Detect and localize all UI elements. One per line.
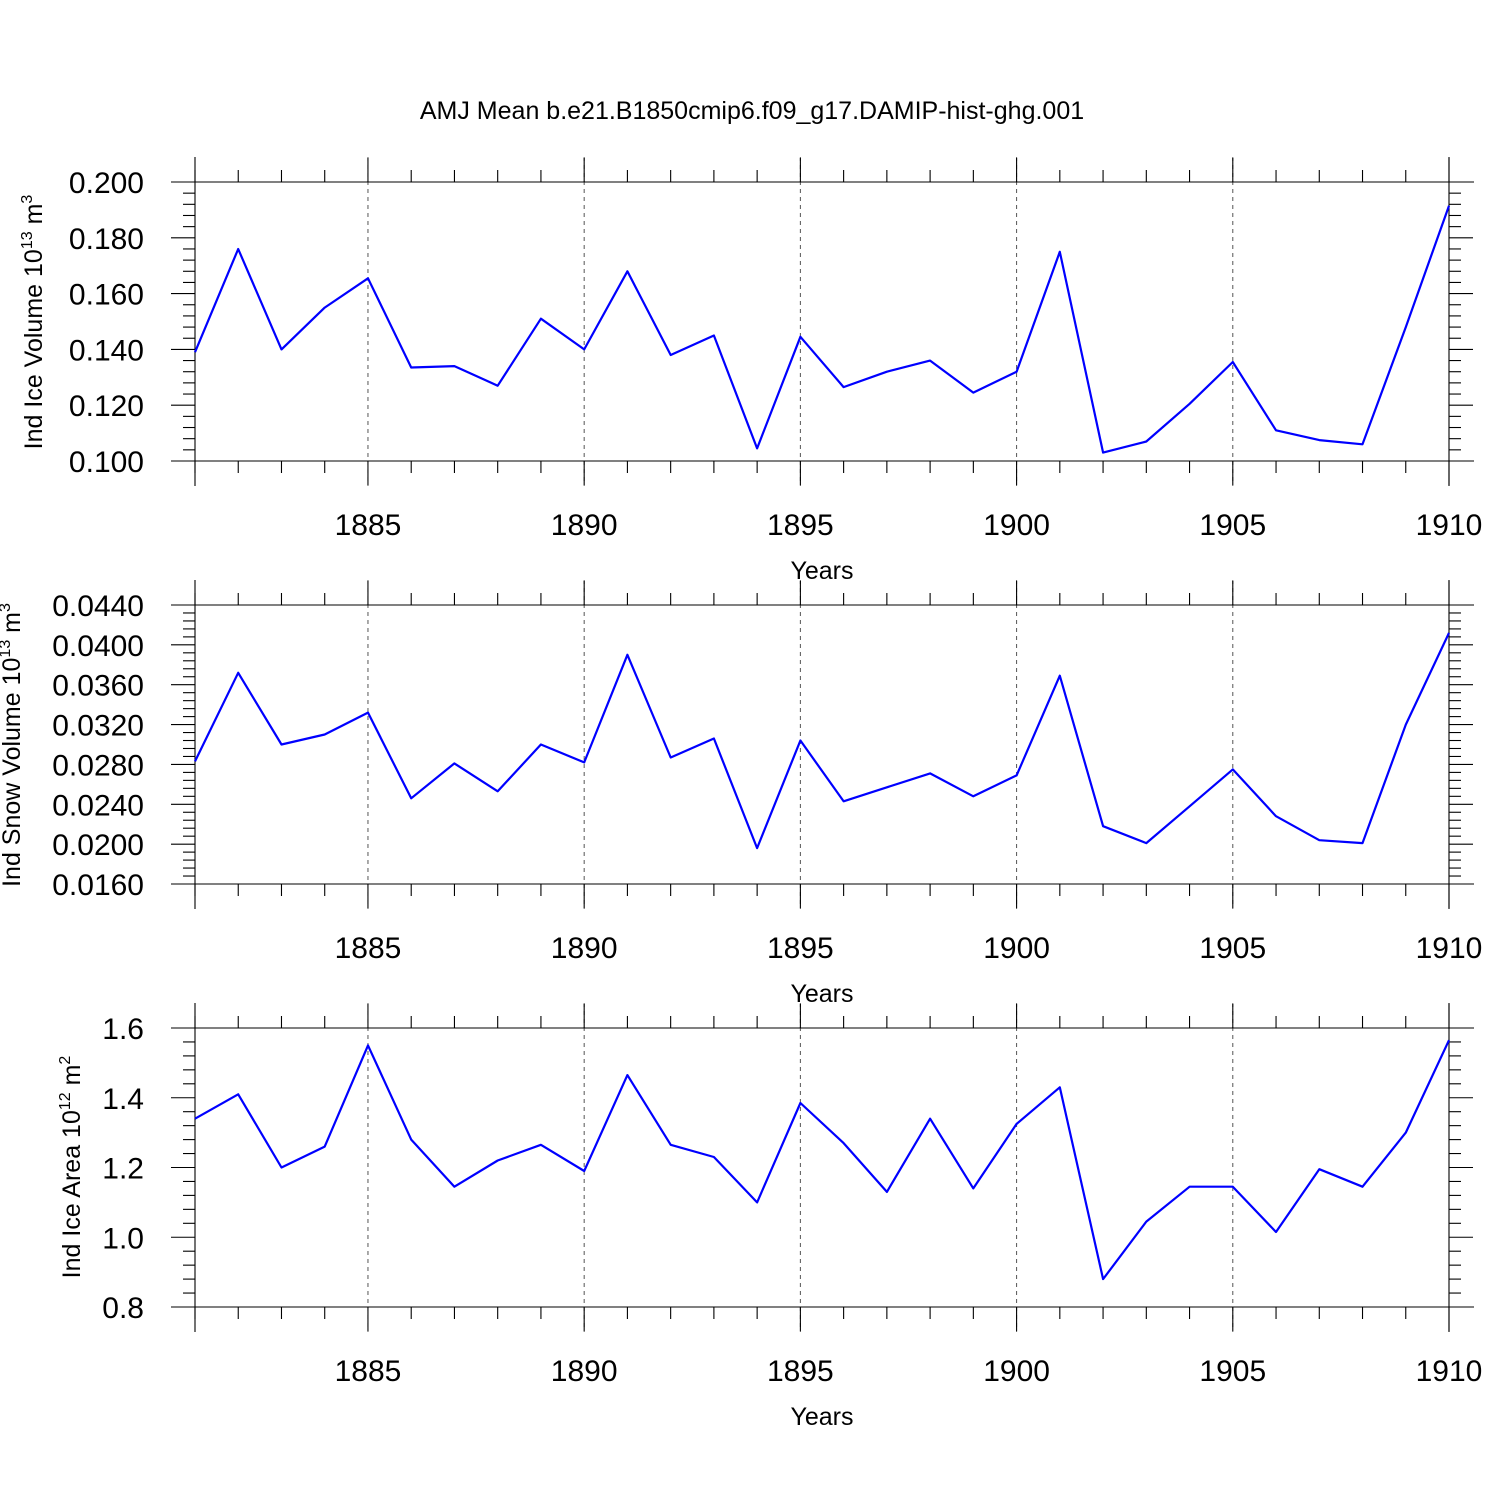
x-tick-label: 1895 [767,932,834,965]
x-tick-label: 1900 [983,932,1050,965]
y-tick-label: 1.4 [102,1083,144,1116]
x-tick-label: 1905 [1199,1355,1266,1388]
y-tick-label: 0.200 [69,167,144,200]
figure-title: AMJ Mean b.e21.B1850cmip6.f09_g17.DAMIP-… [420,97,1084,125]
chart-panel-1: 0.100 0.120 0.140 0.160 0.180 0.200 1885 1890 18… [19,157,1482,585]
x-tick-label: 1910 [1416,932,1483,965]
y-tick-label: 0.140 [69,334,144,367]
y-tick-label: 0.0240 [52,789,144,822]
x-tick-label: 1905 [1199,932,1266,965]
x-tick-label: 1910 [1416,1355,1483,1388]
y-tick-label: 0.0200 [52,829,144,862]
x-tick-label: 1890 [551,509,618,542]
x-axis-title: Years [790,980,853,1008]
y-axis-title: Ind Ice Area 1012 m2 [57,1056,86,1279]
y-tick-label: 1.2 [102,1153,144,1186]
y-tick-label: 0.120 [69,390,144,423]
y-tick-label: 0.0360 [52,670,144,703]
x-tick-label: 1890 [551,1355,618,1388]
y-tick-label: 0.180 [69,223,144,256]
x-tick-label: 1890 [551,932,618,965]
x-tick-label: 1895 [767,1355,834,1388]
x-axis-title: Years [790,557,853,585]
y-tick-label: 1.6 [102,1013,144,1046]
series-line [193,205,1451,454]
y-axis-title: Ind Ice Volume 1013 m3 [19,195,48,450]
x-tick-label: 1885 [335,932,402,965]
panels: 0.100 0.120 0.140 0.160 0.180 0.200 1885 1890 18… [0,157,1482,1431]
x-tick-label: 1900 [983,1355,1050,1388]
x-tick-label: 1905 [1199,509,1266,542]
series-line [194,632,1450,850]
x-axis-title: Years [790,1403,853,1431]
y-tick-label: 0.0280 [52,749,144,782]
x-tick-label: 1900 [983,509,1050,542]
x-tick-label: 1885 [335,1355,402,1388]
y-tick-label: 0.0400 [52,630,144,663]
y-tick-label: 0.0320 [52,710,144,743]
y-tick-label: 0.8 [102,1292,144,1325]
y-tick-label: 0.100 [69,446,144,479]
y-tick-label: 0.160 [69,279,144,312]
series-line [194,1039,1450,1281]
x-tick-label: 1910 [1416,509,1483,542]
y-tick-label: 0.0440 [52,590,144,623]
x-tick-label: 1885 [335,509,402,542]
y-tick-label: 0.0160 [52,869,144,902]
chart-panel-3: 0.8 1.0 1.2 1.4 1.6 1885 1890 1895 1900 1905 1910 Y… [57,1003,1482,1431]
chart-panel-2: 0.0160 0.0200 0.0240 0.0280 0.0320 0.0360 0.04… [0,580,1482,1008]
y-axis-title: Ind Snow Volume 1013 m3 [0,603,26,887]
y-tick-label: 1.0 [102,1222,144,1255]
x-tick-label: 1895 [767,509,834,542]
